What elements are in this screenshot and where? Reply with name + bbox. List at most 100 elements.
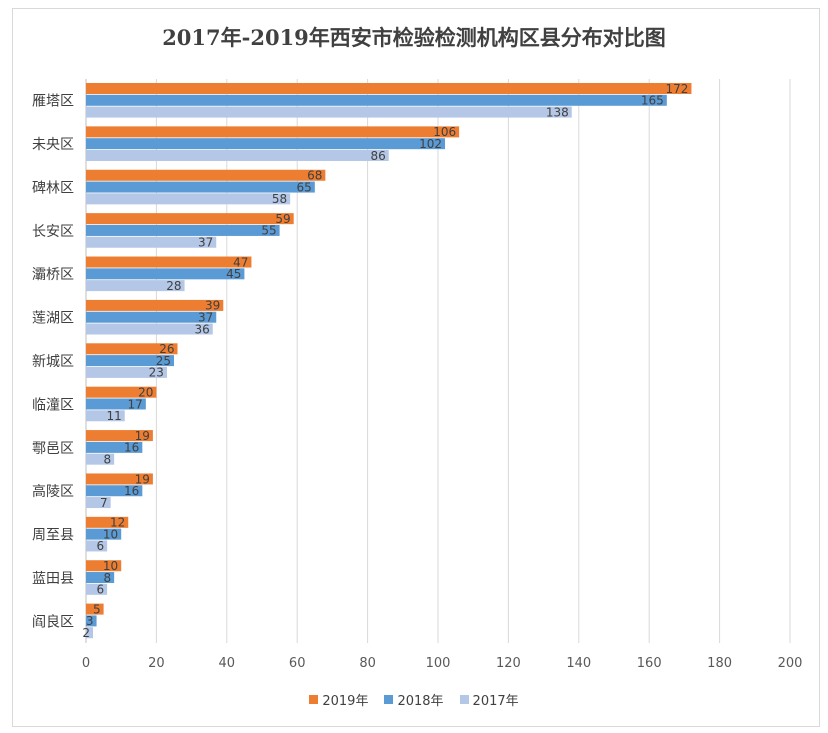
legend-item-2017: 2017年 (459, 690, 519, 709)
bar (86, 627, 94, 639)
data-label: 165 (641, 94, 664, 108)
data-label: 5 (93, 602, 101, 616)
bar (86, 213, 294, 225)
data-label: 55 (261, 224, 276, 238)
bar (86, 224, 280, 236)
x-tick-label: 80 (359, 656, 376, 671)
data-label: 10 (103, 559, 118, 573)
category-label: 未央区 (32, 137, 74, 153)
data-label: 58 (272, 192, 287, 206)
data-label: 65 (297, 180, 312, 194)
bar (86, 256, 252, 268)
bar (86, 126, 460, 138)
data-label: 8 (104, 452, 112, 466)
data-label: 10 (103, 527, 118, 541)
data-label: 59 (275, 212, 290, 226)
bar (86, 528, 122, 540)
category-label: 临潼区 (32, 396, 74, 413)
legend-item-2019: 2019年 (309, 690, 368, 709)
category-label: 碑林区 (32, 180, 74, 196)
bar (86, 410, 125, 422)
legend: 2019年 2018年 2017年 (0, 690, 828, 709)
bar (86, 193, 291, 205)
data-label: 6 (96, 539, 104, 553)
legend-item-2018: 2018年 (384, 690, 444, 709)
x-tick-label: 200 (778, 656, 803, 671)
bar (86, 149, 389, 161)
data-label: 2 (82, 626, 90, 640)
legend-label-2018: 2018年 (397, 694, 444, 709)
bar (86, 615, 97, 627)
bar (86, 323, 213, 335)
bar (86, 516, 129, 528)
x-tick-label: 140 (566, 656, 591, 671)
bar (86, 366, 167, 378)
data-label: 86 (370, 149, 385, 163)
category-label: 蓝田县 (32, 571, 74, 587)
bar (86, 560, 122, 572)
data-label: 20 (138, 385, 153, 399)
bar (86, 497, 111, 509)
data-label: 16 (124, 441, 139, 455)
data-label: 68 (307, 169, 322, 183)
data-label: 19 (135, 472, 150, 486)
data-label: 11 (106, 409, 121, 423)
bar (86, 106, 572, 118)
category-label: 莲湖区 (32, 311, 74, 327)
category-label: 雁塔区 (32, 94, 74, 110)
bar (86, 430, 153, 442)
data-label: 45 (226, 267, 241, 281)
data-label: 19 (135, 429, 150, 443)
bar (86, 268, 245, 280)
bar (86, 572, 115, 584)
bar (86, 386, 157, 398)
data-label: 17 (128, 397, 143, 411)
x-tick-label: 20 (148, 656, 165, 671)
x-tick-label: 60 (289, 656, 306, 671)
bar (86, 169, 326, 181)
data-label: 39 (205, 299, 220, 313)
x-tick-label: 120 (496, 656, 521, 671)
bar (86, 94, 667, 106)
bar (86, 280, 185, 292)
data-label: 6 (96, 583, 104, 597)
category-label: 新城区 (32, 354, 74, 370)
bar (86, 355, 174, 367)
category-label: 周至县 (32, 528, 74, 544)
bar (86, 299, 224, 311)
bar (86, 485, 143, 497)
bar (86, 398, 146, 410)
data-label: 16 (124, 484, 139, 498)
bar (86, 441, 143, 453)
chart-title: 2017年-2019年西安市检验检测机构区县分布对比图 (162, 25, 666, 50)
bar (86, 473, 153, 485)
x-tick-label: 180 (707, 656, 732, 671)
bar (86, 540, 108, 552)
x-tick-label: 160 (637, 656, 662, 671)
bar (86, 583, 108, 595)
data-label: 36 (194, 322, 209, 336)
legend-swatch-2018 (384, 695, 394, 704)
bar (86, 138, 446, 150)
data-label: 47 (233, 255, 248, 269)
data-label: 26 (159, 342, 174, 356)
data-label: 23 (149, 366, 164, 380)
data-label: 106 (433, 125, 456, 139)
legend-swatch-2019 (309, 695, 319, 704)
category-label: 高陵区 (32, 483, 74, 500)
data-label: 37 (198, 236, 213, 250)
bar (86, 181, 315, 193)
legend-label-2019: 2019年 (322, 694, 369, 709)
data-label: 12 (110, 516, 125, 530)
legend-label-2017: 2017年 (472, 694, 519, 709)
data-label: 172 (666, 82, 689, 96)
data-label: 25 (156, 354, 171, 368)
category-label: 灞桥区 (32, 267, 74, 283)
x-tick-label: 100 (426, 656, 451, 671)
bar (86, 603, 104, 615)
x-tick-label: 40 (219, 656, 236, 671)
bar (86, 82, 692, 94)
bar (86, 343, 178, 355)
data-label: 37 (198, 311, 213, 325)
